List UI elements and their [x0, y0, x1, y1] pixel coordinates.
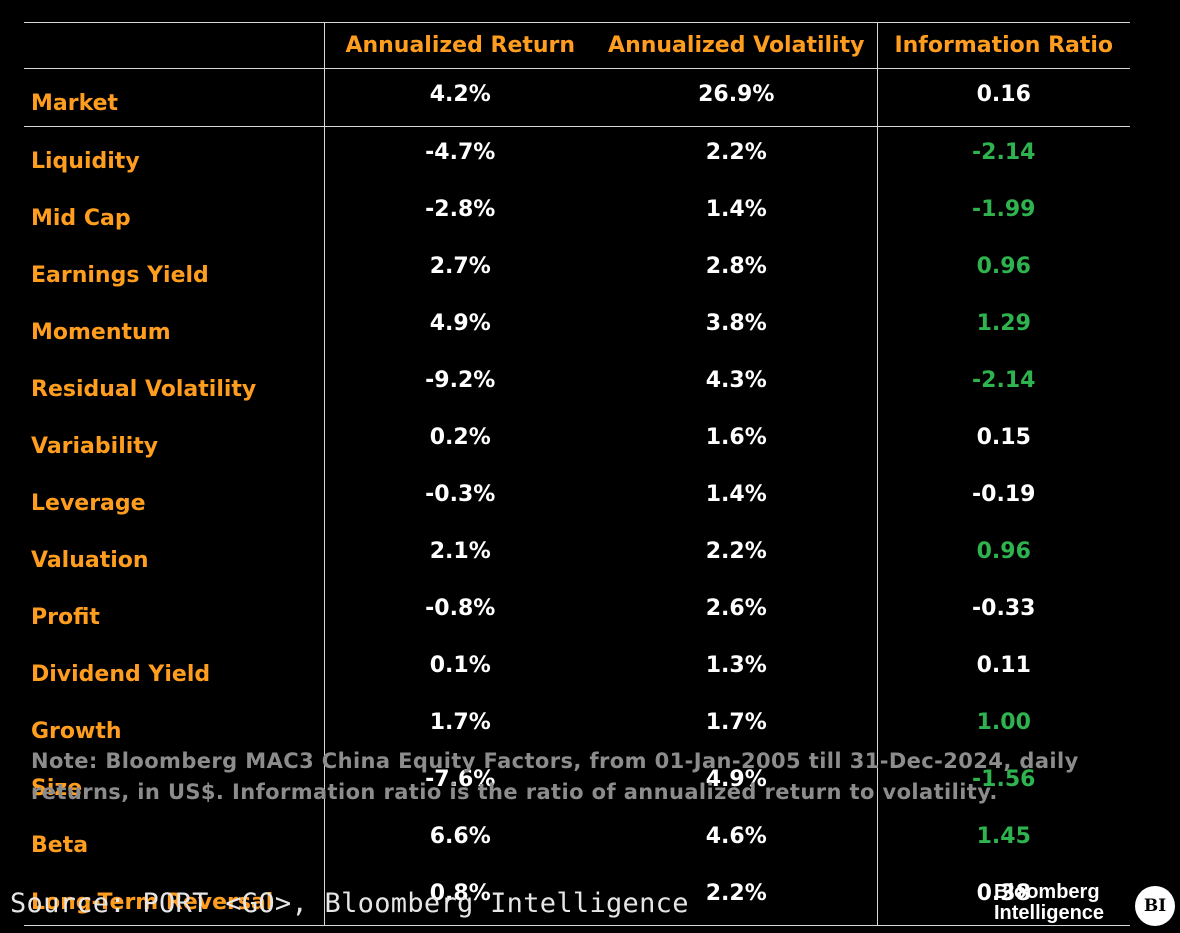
information-ratio-cell: 0.16 [877, 68, 1130, 127]
return-cell: 2.1% [323, 526, 596, 583]
information-ratio-cell: 1.29 [976, 311, 1031, 336]
information-ratio-cell: -1.56 [972, 767, 1036, 792]
volatility-cell: 2.6% [596, 583, 878, 640]
volatility-cell: 1.6% [596, 412, 878, 469]
factor-label: Residual Volatility [31, 377, 257, 402]
volatility-cell: 1.7% [596, 697, 878, 754]
return-cell: 2.7% [323, 241, 596, 298]
return-cell: -4.7% [323, 126, 596, 184]
table-row: Dividend Yield 0.1% 1.3% 0.11 [24, 640, 1130, 697]
information-ratio-cell: -2.14 [972, 368, 1036, 393]
table-row: Valuation 2.1% 2.2% 0.96 [24, 526, 1130, 583]
return-cell: -2.8% [323, 184, 596, 241]
factor-label: Variability [31, 434, 159, 459]
table-row: Earnings Yield 2.7% 2.8% 0.96 [24, 241, 1130, 298]
volatility-cell: 26.9% [596, 68, 878, 127]
factor-label: Leverage [31, 491, 146, 516]
header-annualized-return: Annualized Return [323, 22, 596, 69]
table-row: Liquidity -4.7% 2.2% -2.14 [24, 126, 1130, 184]
return-cell: 0.1% [323, 640, 596, 697]
volatility-cell: 2.2% [596, 868, 878, 926]
table-row: Momentum 4.9% 3.8% 1.29 [24, 298, 1130, 355]
table-row: Market 4.2% 26.9% 0.16 [24, 68, 1130, 127]
volatility-cell: 3.8% [596, 298, 878, 355]
information-ratio-cell: 0.38 [877, 868, 1130, 926]
volatility-cell: 2.2% [596, 126, 878, 184]
table-row: Leverage -0.3% 1.4% -0.19 [24, 469, 1130, 526]
factor-table-container: Annualized Return Annualized Volatility … [24, 22, 1130, 926]
information-ratio-cell: -0.19 [972, 482, 1036, 507]
factor-label: Beta [31, 833, 89, 858]
bloomberg-intelligence-logo: Bloomberg Intelligence [994, 882, 1104, 924]
logo-line-2: Intelligence [994, 902, 1105, 924]
table-header-row: Annualized Return Annualized Volatility … [24, 22, 1130, 69]
information-ratio-cell: 1.00 [976, 710, 1031, 735]
return-cell: 6.6% [323, 811, 596, 868]
factor-label: Mid Cap [31, 206, 131, 231]
volatility-cell: 1.3% [596, 640, 878, 697]
footnote: Note: Bloomberg MAC3 China Equity Factor… [31, 749, 1079, 804]
volatility-cell: 1.4% [596, 184, 878, 241]
table-row: Mid Cap -2.8% 1.4% -1.99 [24, 184, 1130, 241]
information-ratio-cell: 0.11 [976, 653, 1031, 678]
bi-badge-icon: BI [1135, 886, 1175, 926]
header-information-ratio: Information Ratio [877, 22, 1130, 69]
volatility-cell: 4.6% [596, 811, 878, 868]
factor-label: Profit [31, 605, 100, 630]
volatility-cell: 2.2% [596, 526, 878, 583]
table-row: Residual Volatility -9.2% 4.3% -2.14 [24, 355, 1130, 412]
return-cell: -7.6% [323, 754, 596, 811]
factor-label: Momentum [31, 320, 171, 345]
return-cell: 4.9% [323, 298, 596, 355]
return-cell: 0.2% [323, 412, 596, 469]
volatility-cell: 2.8% [596, 241, 878, 298]
factor-label: Growth [31, 719, 122, 744]
return-cell: -0.3% [323, 469, 596, 526]
factor-label: Market [24, 68, 324, 127]
table-row: Beta 6.6% 4.6% 1.45 [24, 811, 1130, 868]
factor-label: Dividend Yield [31, 662, 211, 687]
table-row: Profit -0.8% 2.6% -0.33 [24, 583, 1130, 640]
factor-label: Valuation [31, 548, 149, 573]
header-annualized-volatility: Annualized Volatility [596, 22, 878, 69]
header-blank [24, 22, 324, 69]
information-ratio-cell: -2.14 [972, 140, 1036, 165]
table-row: Size -7.6% 4.9% -1.56 [24, 754, 1130, 811]
information-ratio-cell: 0.15 [976, 425, 1031, 450]
table-row: Long-Term Reversal 0.8% 2.2% 0.38 [24, 868, 1130, 926]
table-body: Market 4.2% 26.9% 0.16 Liquidity -4.7% 2.2% -2.… [24, 68, 1130, 926]
table-row: Growth 1.7% 1.7% 1.00 [24, 697, 1130, 754]
information-ratio-cell: 0.96 [976, 539, 1031, 564]
return-cell: 1.7% [323, 697, 596, 754]
table-row: Variability 0.2% 1.6% 0.15 [24, 412, 1130, 469]
factor-label: Size [31, 776, 83, 801]
factor-label: Earnings Yield [31, 263, 209, 288]
factor-label: Long-Term Reversal [24, 868, 324, 926]
return-cell: -9.2% [323, 355, 596, 412]
logo-line-1: Bloomberg [994, 881, 1100, 903]
information-ratio-cell: -0.33 [972, 596, 1036, 621]
volatility-cell: 1.4% [596, 469, 878, 526]
return-cell: 0.8% [323, 868, 596, 926]
return-cell: -0.8% [323, 583, 596, 640]
information-ratio-cell: 1.45 [976, 824, 1031, 849]
information-ratio-cell: 0.96 [976, 254, 1031, 279]
return-cell: 4.2% [323, 68, 596, 127]
volatility-cell: 4.9% [596, 754, 878, 811]
factor-label: Liquidity [31, 149, 140, 174]
source-line: Source: PORT <GO>, Bloomberg Intelligenc… [10, 888, 689, 919]
volatility-cell: 4.3% [596, 355, 878, 412]
information-ratio-cell: -1.99 [972, 197, 1036, 222]
factor-table: Annualized Return Annualized Volatility … [24, 22, 1130, 926]
